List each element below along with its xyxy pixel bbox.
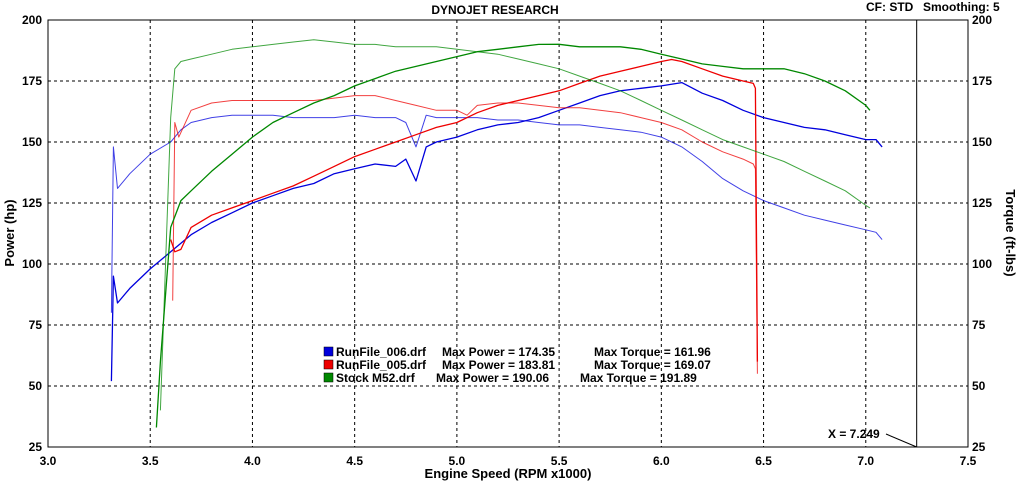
y-tick-label-left: 100: [22, 257, 42, 271]
plot-frame: [47, 19, 969, 448]
cursor-leader: [885, 433, 917, 448]
y-tick-label-left: 125: [22, 196, 42, 210]
y-tick-label-right: 150: [972, 135, 992, 149]
x-tick-label: 4.5: [346, 454, 363, 468]
y-tick-labels-right: 25 50 75 100 125 150 175 200: [972, 13, 992, 454]
legend-max-torque: Max Torque = 161.96: [594, 345, 711, 359]
x-tick-label: 5.5: [551, 454, 568, 468]
legend-max-power: Max Power = 183.81: [442, 358, 555, 372]
x-tick-label: 6.0: [653, 454, 670, 468]
x-tick-label: 6.5: [755, 454, 772, 468]
x-tick-label: 5.0: [449, 454, 466, 468]
legend-series-name: RunFile_006.drf: [336, 345, 427, 359]
y-tick-label-left: 150: [22, 135, 42, 149]
power-line-runfile-005-drf: [170, 58, 759, 362]
legend-swatch: [323, 359, 334, 370]
x-tick-label: 7.0: [857, 454, 874, 468]
legend-max-torque: Max Torque = 169.07: [594, 358, 711, 372]
series-layer: [110, 39, 883, 428]
power-line-stock-m52-drf: [155, 43, 871, 428]
y-tick-label-left: 50: [29, 379, 43, 393]
x-tick-labels: 3.0 3.5 4.0 4.5 5.0 5.5 6.0 6.5 7.0 7.5: [40, 454, 977, 468]
legend: RunFile_006.drf Max Power = 174.35 Max Tor…: [323, 345, 711, 385]
x-tick-label: 3.5: [142, 454, 159, 468]
x-tick-label: 3.0: [40, 454, 57, 468]
y-tick-label-right: 75: [972, 318, 986, 332]
legend-series-name: RunFile_005.drf: [336, 358, 427, 372]
smoothing-label: Smoothing: 5: [923, 0, 1000, 14]
y-tick-label-right: 100: [972, 257, 992, 271]
legend-max-power: Max Power = 190.06: [436, 371, 549, 385]
legend-series-name: Stock M52.drf: [336, 371, 416, 385]
torque-line-stock-m52-drf: [159, 39, 871, 411]
torque-line-runfile-005-drf: [172, 95, 758, 374]
y-tick-label-left: 25: [29, 440, 43, 454]
y-tick-label-left: 175: [22, 74, 42, 88]
power-line-runfile-006-drf: [110, 81, 883, 382]
legend-swatch: [323, 346, 334, 357]
y-axis-label-right: Torque (ft-lbs): [1003, 189, 1017, 276]
x-tick-label: 7.5: [960, 454, 977, 468]
y-tick-label-left: 200: [22, 13, 42, 27]
y-tick-labels-left: 25 50 75 100 125 150 175 200: [22, 13, 42, 454]
grid-lines: [48, 20, 968, 447]
x-axis-label: Engine Speed (RPM x1000): [425, 466, 592, 481]
legend-max-power: Max Power = 174.35: [442, 345, 555, 359]
legend-max-torque: Max Torque = 191.89: [580, 371, 697, 385]
y-tick-label-right: 200: [972, 13, 992, 27]
cf-label: CF: STD: [866, 0, 914, 14]
y-tick-label-right: 175: [972, 74, 992, 88]
chart-title: DYNOJET RESEARCH: [431, 3, 558, 17]
legend-swatch: [323, 372, 334, 383]
y-tick-label-right: 125: [972, 196, 992, 210]
y-tick-label-right: 50: [972, 379, 986, 393]
cursor-readout: X = 7.249: [828, 427, 880, 441]
x-tick-label: 4.0: [244, 454, 261, 468]
y-tick-label-left: 75: [29, 318, 43, 332]
torque-line-runfile-006-drf: [110, 114, 883, 313]
y-axis-label-left: Power (hp): [2, 199, 17, 266]
y-tick-label-right: 25: [972, 440, 986, 454]
